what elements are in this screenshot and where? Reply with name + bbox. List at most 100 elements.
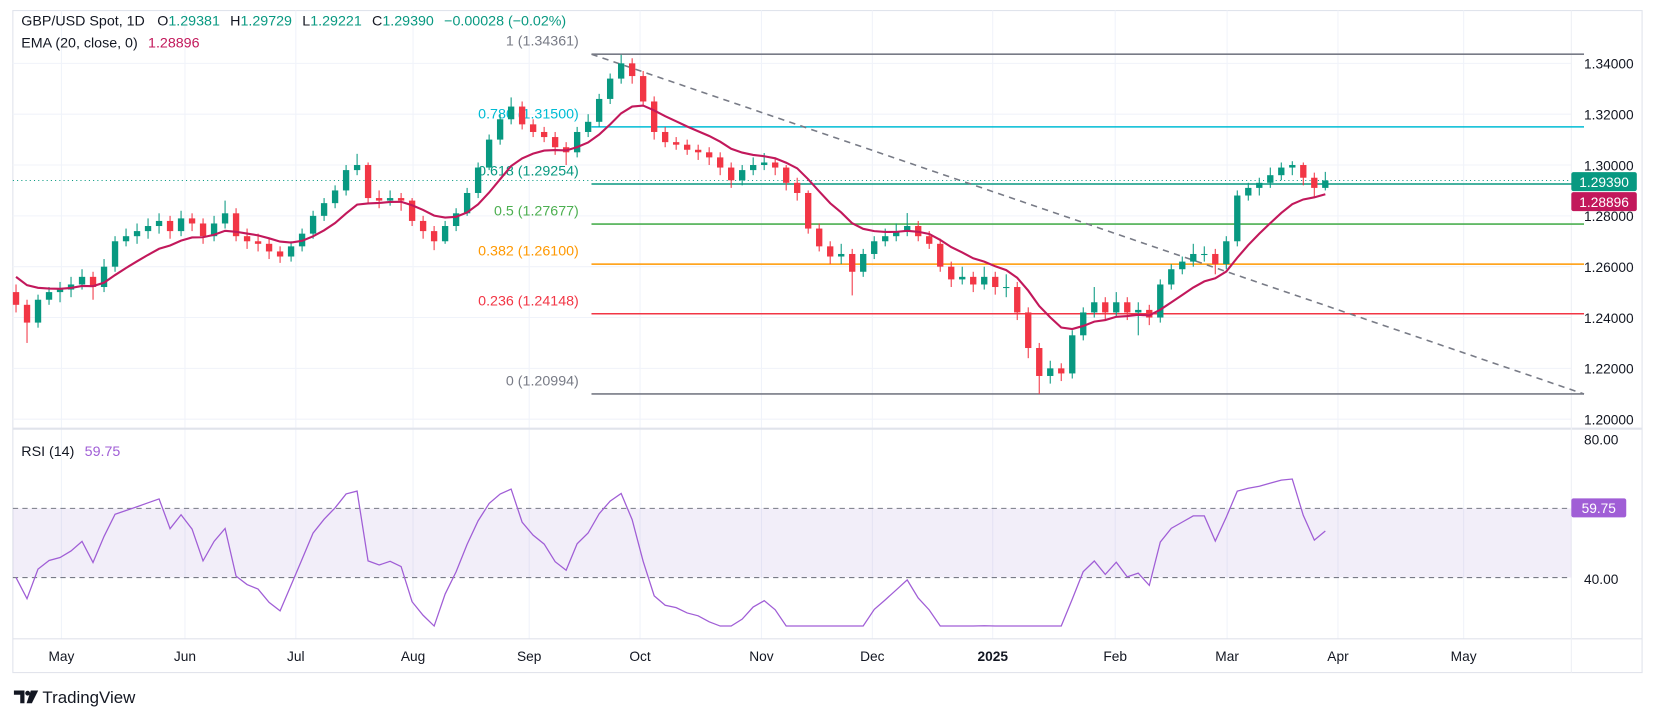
candle [221,200,229,229]
candle [34,294,42,328]
candle [683,139,691,155]
candle-body [485,139,493,168]
candle-body [320,203,328,216]
candle-body [816,228,823,247]
candle-body [1135,309,1142,313]
rsi-badge-value: 59.75 [1582,501,1617,516]
candle-body [111,241,119,267]
candle [1201,246,1208,262]
candle [507,97,515,125]
candle [1179,256,1186,275]
candle [849,248,856,296]
candle-body [926,236,933,244]
tradingview-logo[interactable]: TradingView [13,688,136,707]
candle-body [364,165,372,199]
candle-body [474,167,482,193]
rsi-line [15,478,1326,628]
candle-body [1124,302,1131,313]
candle-body [529,124,537,132]
candle-body [805,192,812,229]
candle-body [672,142,680,145]
candle [111,236,119,272]
candle-body [948,266,955,280]
candle [838,243,845,265]
ema-price-value: 1.28896 [1579,195,1629,210]
candle-body [1091,302,1098,313]
candle-body [584,121,592,132]
candle [408,198,416,227]
candle [133,223,141,244]
candle-body [661,131,669,143]
candle [12,284,20,313]
low-label: L [302,13,310,29]
time-tick-label: Apr [1327,649,1349,664]
candle-body [595,98,603,122]
candle [816,223,823,252]
candle-body [750,165,757,171]
high-value: 1.29729 [240,13,292,29]
candle-body [155,220,163,227]
fib-level-label: 0.382 (1.26100) [478,244,579,260]
candle [695,144,702,160]
candle-body [1201,253,1208,256]
time-tick-label: Dec [860,649,885,664]
candle-body [1190,253,1197,262]
time-axis[interactable]: May Jun Jul Aug Sep Oct Nov Dec 2025 Feb Mar Apr May [48,649,1476,664]
candle [100,259,108,293]
legend-ema[interactable]: EMA (20, close, 0) 1.28896 [21,36,199,52]
candle [474,162,482,199]
candle [1256,177,1263,196]
candle [981,266,988,290]
candle [1091,287,1098,318]
candle-body [507,106,515,120]
rsi-value-badge: 59.75 [1571,498,1627,518]
candle [1267,167,1274,188]
rsi-tick-80: 80.00 [1584,433,1619,448]
fib-retracement[interactable]: 1 (1.34361) 0.786 (1.31500) 0.618 (1.29254… [478,34,1585,395]
candle [1168,264,1175,290]
candle-body [551,137,559,148]
candle [243,228,251,249]
candle [595,93,603,127]
rsi-tick-40: 40.00 [1584,572,1619,587]
price-tick-label: 1.28000 [1584,209,1634,224]
candle [485,134,493,171]
candle [430,226,438,251]
candle-body [1289,165,1296,168]
trendline[interactable] [591,53,1585,395]
candle-body [617,63,625,79]
candle-body [232,213,240,237]
candle-body [1102,302,1109,313]
price-axis[interactable]: 1.34000 1.32000 1.30000 1.28000 1.26000 1.240… [1584,57,1634,428]
candle [617,54,625,84]
legend-rsi[interactable]: RSI (14) 59.75 [21,444,120,460]
fib-level-label: 0.236 (1.24148) [478,293,579,309]
candle-body [1080,312,1087,336]
fib-level-label: 0.618 (1.29254) [478,164,579,180]
candle [188,213,196,232]
candle-body [1003,287,1010,289]
candle-body [166,220,174,232]
candle-body [89,276,97,288]
candle-body [1014,287,1021,313]
candle-body [265,243,273,252]
candle-body [45,292,53,300]
candle [904,213,911,237]
legend-ohlc[interactable]: GBP/USD Spot, 1D O1.29381 H1.29729 L1.29… [21,13,566,29]
candle [452,208,460,232]
candle [959,266,966,285]
candle-body [1223,241,1230,265]
price-tick-label: 1.26000 [1584,260,1634,275]
candles [12,54,1329,395]
candle [1003,274,1010,298]
candle-body [827,246,834,257]
ema-badge: 1.28896 [1571,192,1637,212]
candle [177,210,185,237]
candle [1245,182,1252,201]
candle-body [1146,309,1153,318]
candle [419,215,427,239]
rsi-band [12,507,1572,579]
candle [1190,243,1197,267]
candle [783,165,790,191]
